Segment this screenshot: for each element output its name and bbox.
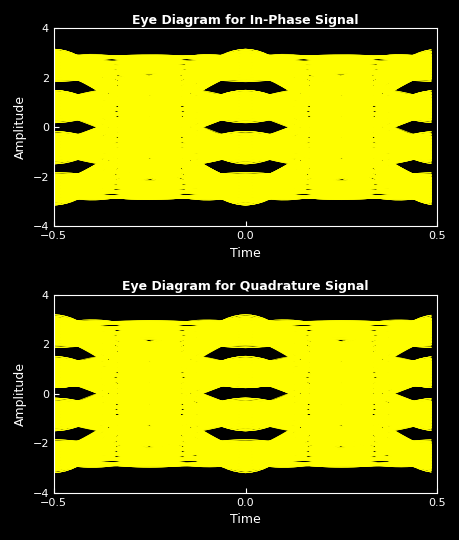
- Y-axis label: Amplitude: Amplitude: [14, 95, 27, 159]
- Title: Eye Diagram for Quadrature Signal: Eye Diagram for Quadrature Signal: [122, 280, 368, 293]
- X-axis label: Time: Time: [230, 247, 260, 260]
- Y-axis label: Amplitude: Amplitude: [14, 362, 27, 426]
- X-axis label: Time: Time: [230, 513, 260, 526]
- Title: Eye Diagram for In-Phase Signal: Eye Diagram for In-Phase Signal: [132, 14, 358, 27]
